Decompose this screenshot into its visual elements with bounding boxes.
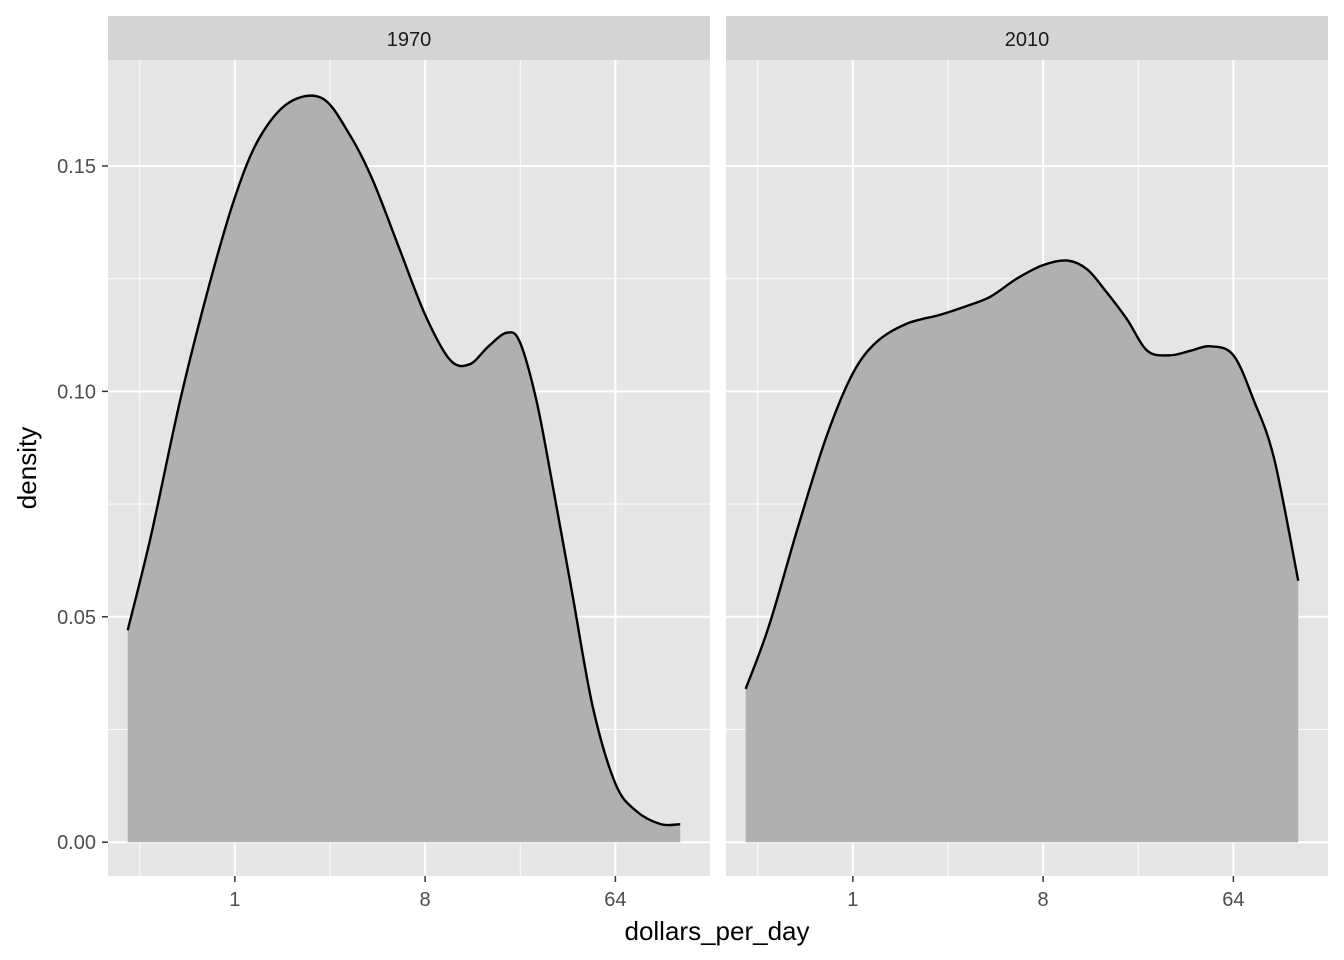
x-tick-label: 64	[1222, 889, 1244, 911]
y-tick-label: 0.15	[57, 156, 96, 178]
y-axis-label: density	[12, 427, 42, 509]
x-tick-label: 8	[420, 889, 431, 911]
facet-strip	[108, 16, 710, 60]
y-tick-label: 0.10	[57, 381, 96, 403]
density-area-2010	[745, 260, 1299, 843]
facet-panels: 1970 1 8 64 2010 1 8 64	[108, 16, 1328, 911]
x-tick-label: 8	[1038, 889, 1049, 911]
y-axis: 0.00 0.05 0.10 0.15	[57, 156, 108, 854]
y-tick-label: 0.05	[57, 607, 96, 629]
x-tick-label: 1	[229, 889, 240, 911]
facet-panel-1970: 1970 1 8 64	[108, 16, 710, 911]
density-area-1970	[127, 95, 681, 843]
facet-strip	[726, 16, 1328, 60]
x-tick-label: 1	[847, 889, 858, 911]
density-line-1970	[126, 94, 681, 827]
x-axis-label: dollars_per_day	[624, 916, 809, 946]
facet-panel-2010: 2010 1 8 64	[726, 16, 1328, 911]
facet-strip-label: 2010	[1005, 29, 1050, 51]
facet-strip-label: 1970	[387, 29, 432, 51]
x-tick-label: 64	[604, 889, 626, 911]
density-line-2010	[744, 259, 1300, 690]
y-tick-label: 0.00	[57, 832, 96, 854]
